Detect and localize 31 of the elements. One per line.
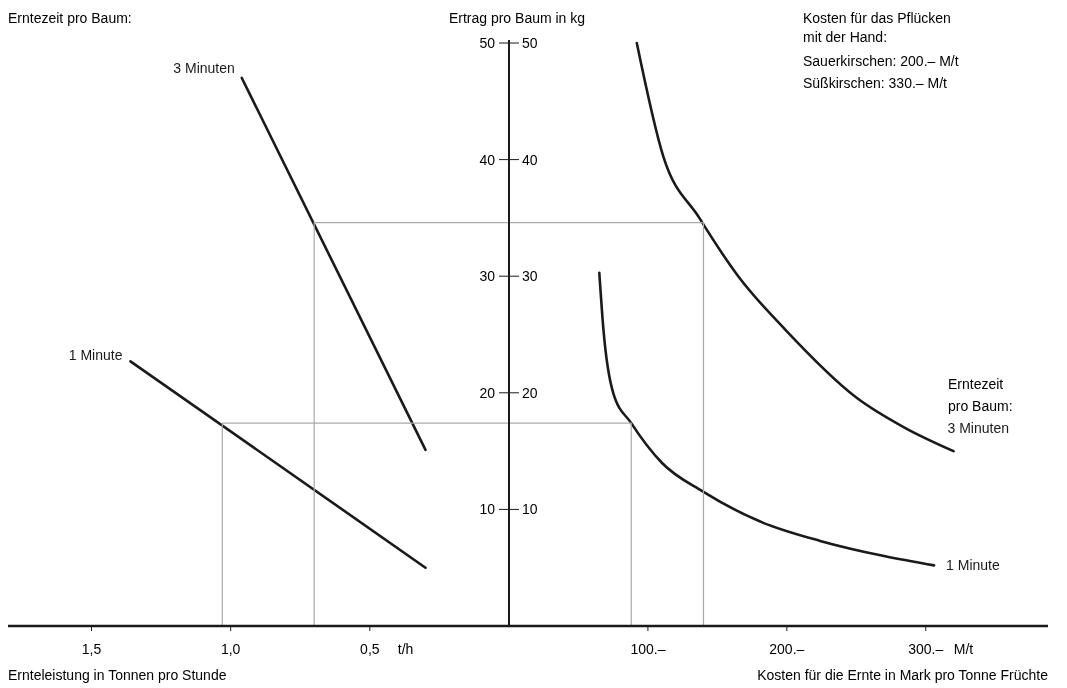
text: Erntezeit pro Baum: (8, 10, 132, 26)
y-tick-label: 50 (522, 35, 538, 51)
series-label: 1 Minute (68, 347, 123, 364)
y-tick-label: 20 (479, 384, 496, 401)
line-series (598, 271, 936, 567)
x-tick-label: 100.– (630, 641, 666, 657)
x-tick-label: 0,5 (360, 641, 380, 657)
annotation: Kosten für das Pflücken mit der Hand: (803, 10, 951, 45)
series-label: 3 Minuten (947, 420, 1010, 437)
y-tick-label: 10 (522, 501, 538, 518)
annotation: Süßkirschen: 330.– M/t (803, 75, 948, 91)
text: t/h (397, 641, 414, 657)
x-tick-label: 1,0 (220, 641, 241, 657)
y-tick-label: 50 (479, 35, 496, 51)
x-axis-title: Kosten für die Ernte in Mark pro Tonne Früchte (757, 667, 1049, 683)
annotation: Erntezeit pro Baum: (948, 376, 1013, 414)
y-tick-label: 40 (522, 151, 538, 168)
x-axis-title: Ernteleistung in Tonnen pro Stunde (8, 667, 227, 683)
text: M/t (953, 641, 974, 657)
y-tick-label: 30 (522, 268, 538, 285)
series-label: 3 Minuten (173, 59, 235, 76)
series-label: 1 Minute (946, 557, 1000, 574)
x-tick-label: 200.– (769, 641, 805, 657)
y-axis-title: Ertrag pro Baum in kg (448, 10, 586, 26)
y-tick-label: 10 (479, 501, 496, 518)
annotation: Sauerkirschen: 200.– M/t (803, 53, 959, 69)
y-tick-label: 20 (522, 384, 538, 401)
x-tick-label: 1,5 (81, 641, 102, 657)
y-tick-label: 40 (479, 151, 496, 168)
x-tick-label: 300.– (908, 641, 944, 657)
y-tick-label: 30 (479, 268, 496, 285)
